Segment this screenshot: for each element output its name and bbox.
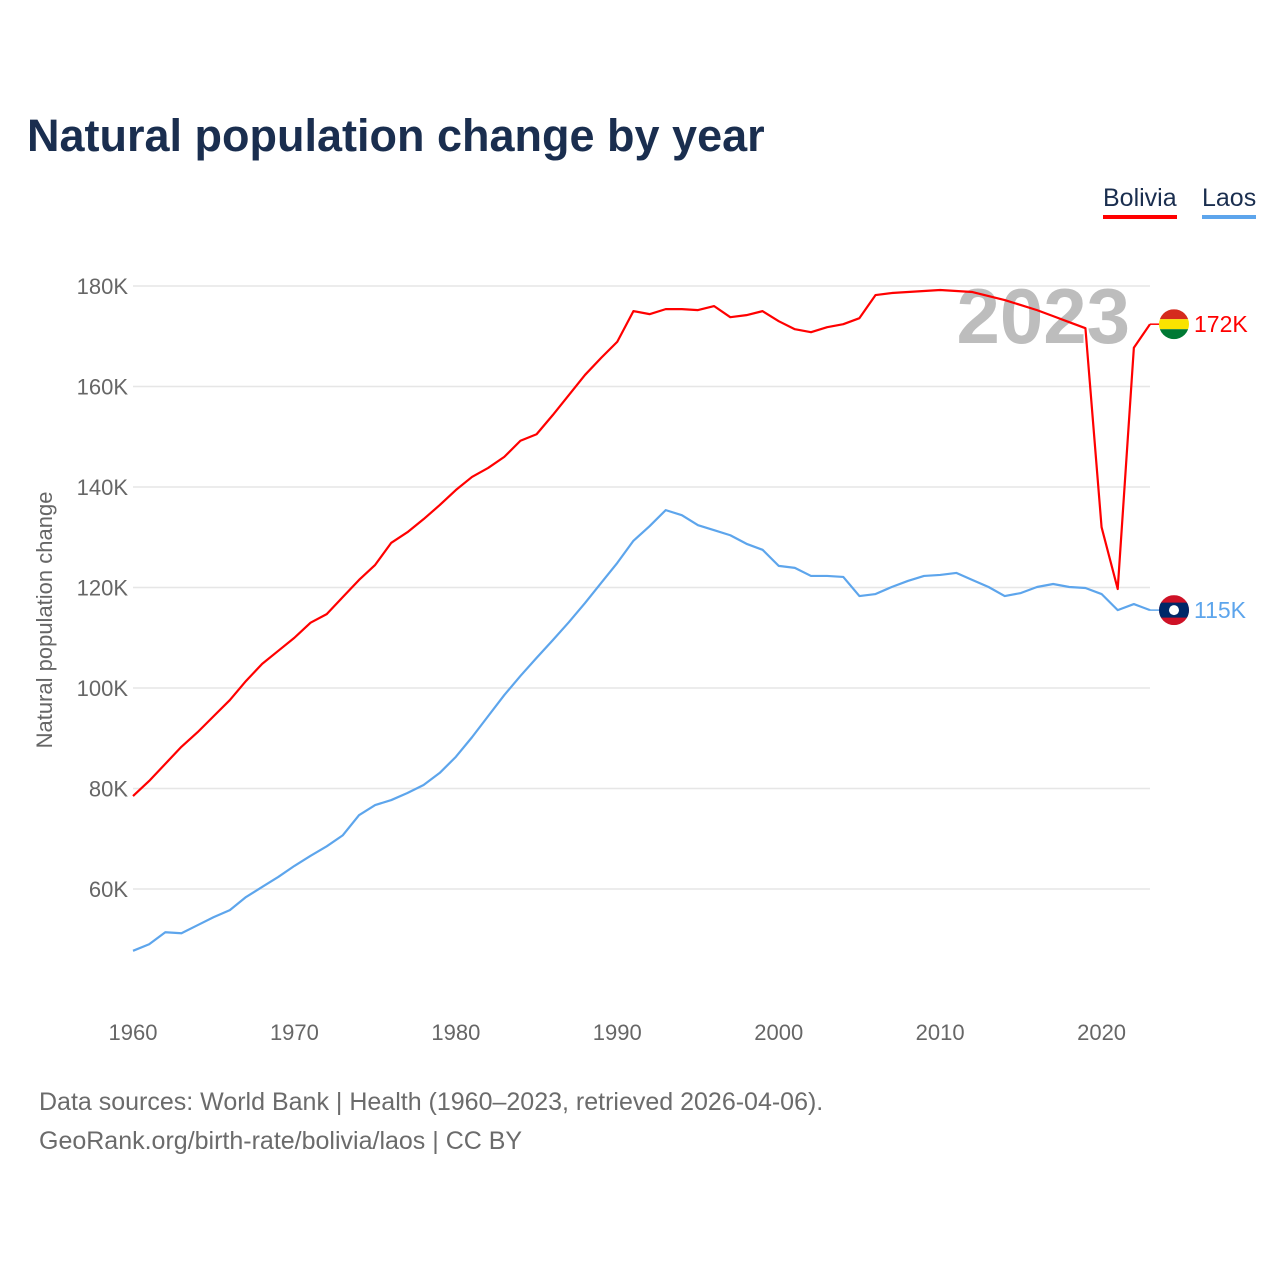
footer-link[interactable]: GeoRank.org/birth-rate/bolivia/laos | CC… xyxy=(39,1127,523,1155)
chart-title: Natural population change by year xyxy=(27,110,765,161)
y-tick-label: 160K xyxy=(77,375,129,400)
x-tick-label: 1980 xyxy=(431,1020,480,1045)
x-tick-label: 2010 xyxy=(916,1020,965,1045)
year-watermark: 2023 xyxy=(956,272,1130,360)
end-value-label-laos: 115K xyxy=(1194,597,1247,623)
y-tick-label: 180K xyxy=(77,274,129,299)
series-line-laos xyxy=(132,509,1151,952)
x-tick-label: 2000 xyxy=(754,1020,803,1045)
y-tick-label: 100K xyxy=(77,676,129,701)
y-axis-label: Natural population change xyxy=(32,492,57,749)
y-tick-label: 140K xyxy=(77,475,129,500)
y-tick-label: 60K xyxy=(89,877,128,902)
flag-laos-icon xyxy=(1159,595,1189,626)
end-value-label-bolivia: 172K xyxy=(1194,311,1248,337)
series-line-bolivia xyxy=(132,288,1151,797)
x-tick-label: 1990 xyxy=(593,1020,642,1045)
x-tick-label: 1960 xyxy=(109,1020,158,1045)
y-tick-label: 80K xyxy=(89,777,128,802)
flag-bolivia-icon xyxy=(1159,309,1189,340)
y-tick-label: 120K xyxy=(77,576,129,601)
legend-item-laos[interactable]: Laos xyxy=(1202,184,1257,219)
x-tick-label: 1970 xyxy=(270,1020,319,1045)
x-tick-label: 2020 xyxy=(1077,1020,1126,1045)
footer-sources: Data sources: World Bank | Health (1960–… xyxy=(39,1088,824,1116)
legend-item-bolivia[interactable]: Bolivia xyxy=(1103,184,1177,219)
